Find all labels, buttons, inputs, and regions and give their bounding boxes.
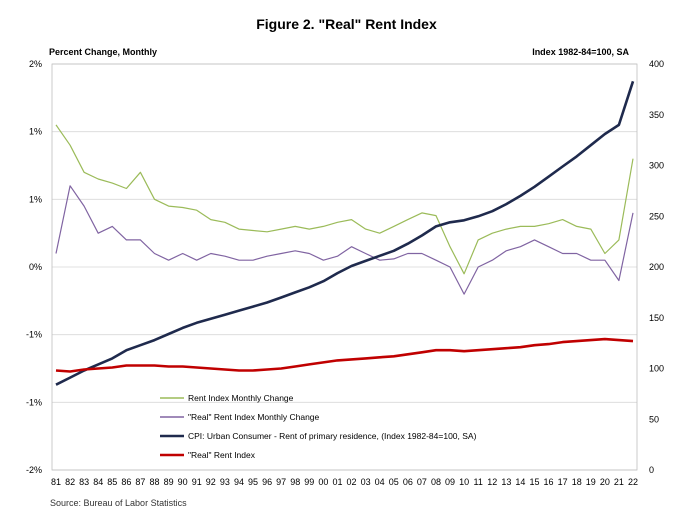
series-line [55,185,634,295]
x-tick-label: 18 [572,477,582,487]
legend: Rent Index Monthly Change "Real" Rent Ind… [160,393,477,460]
x-tick-label: 19 [586,477,596,487]
x-tick-label: 11 [474,477,483,487]
right-tick-label: 100 [649,364,664,374]
x-tick-label: 88 [150,477,160,487]
left-axis-label: Percent Change, Monthly [49,47,158,57]
x-tick-label: 15 [529,477,539,487]
x-tick-label: 86 [121,477,131,487]
x-tick-label: 06 [403,477,413,487]
x-tick-label: 05 [389,477,399,487]
x-tick-label: 21 [614,477,624,487]
x-tick-label: 99 [304,477,314,487]
x-tick-label: 95 [248,477,258,487]
right-tick-label: 0 [649,465,654,475]
chart-title: Figure 2. "Real" Rent Index [256,16,437,32]
x-tick-label: 85 [107,477,117,487]
right-tick-label: 200 [649,262,664,272]
x-tick-label: 17 [558,477,568,487]
x-tick-label: 90 [178,477,188,487]
right-tick-label: 250 [649,211,664,221]
x-tick-label: 84 [93,477,103,487]
source-note: Source: Bureau of Labor Statistics [50,498,187,508]
gridlines [51,63,638,471]
x-tick-label: 08 [431,477,441,487]
series-group [55,80,635,386]
x-axis-ticks: 81 82 83 84 85 86 87 88 89 90 91 92 93 94 95 96 97 98 99 00… [51,477,638,487]
left-tick-label: 1% [29,127,42,137]
series-line [55,124,634,275]
x-tick-label: 96 [262,477,272,487]
x-tick-label: 12 [487,477,497,487]
x-tick-label: 16 [544,477,554,487]
x-tick-label: 93 [220,477,230,487]
legend-label: "Real" Rent Index [188,450,256,460]
x-tick-label: 97 [276,477,286,487]
series-line [55,337,634,373]
right-tick-label: 50 [649,414,659,424]
x-tick-label: 00 [318,477,328,487]
x-tick-label: 87 [135,477,145,487]
right-tick-label: 150 [649,313,664,323]
x-tick-label: 03 [361,477,371,487]
right-axis-label: Index 1982-84=100, SA [532,47,629,57]
left-tick-label: 1% [29,194,42,204]
right-tick-label: 300 [649,161,664,171]
x-tick-label: 07 [417,477,427,487]
x-tick-label: 98 [290,477,300,487]
left-tick-label: -2% [26,465,42,475]
left-tick-label: -1% [26,397,42,407]
left-tick-label: 0% [29,262,42,272]
right-tick-label: 400 [649,59,664,69]
series-line [55,80,635,386]
left-axis-ticks: 2% 1% 1% 0% -1% -1% -2% [26,59,42,475]
x-tick-label: 22 [628,477,638,487]
plot-frame [51,63,638,471]
left-tick-label: -1% [26,330,42,340]
x-tick-label: 01 [332,477,342,487]
x-tick-label: 13 [501,477,511,487]
x-tick-label: 14 [515,477,525,487]
left-tick-label: 2% [29,59,42,69]
x-tick-label: 91 [192,477,202,487]
x-tick-label: 09 [445,477,455,487]
right-tick-label: 350 [649,110,664,120]
x-tick-label: 04 [375,477,385,487]
x-tick-label: 94 [234,477,244,487]
x-tick-label: 83 [79,477,89,487]
x-tick-label: 20 [600,477,610,487]
x-tick-label: 02 [347,477,357,487]
x-tick-label: 89 [164,477,174,487]
x-tick-label: 92 [206,477,216,487]
x-tick-label: 10 [459,477,469,487]
x-tick-label: 81 [51,477,61,487]
legend-label: "Real" Rent Index Monthly Change [188,412,320,422]
legend-label: Rent Index Monthly Change [188,393,294,403]
legend-label: CPI: Urban Consumer - Rent of primary re… [188,431,477,441]
x-tick-label: 82 [65,477,75,487]
right-axis-ticks: 400 350 300 250 200 150 100 50 0 [649,59,664,475]
